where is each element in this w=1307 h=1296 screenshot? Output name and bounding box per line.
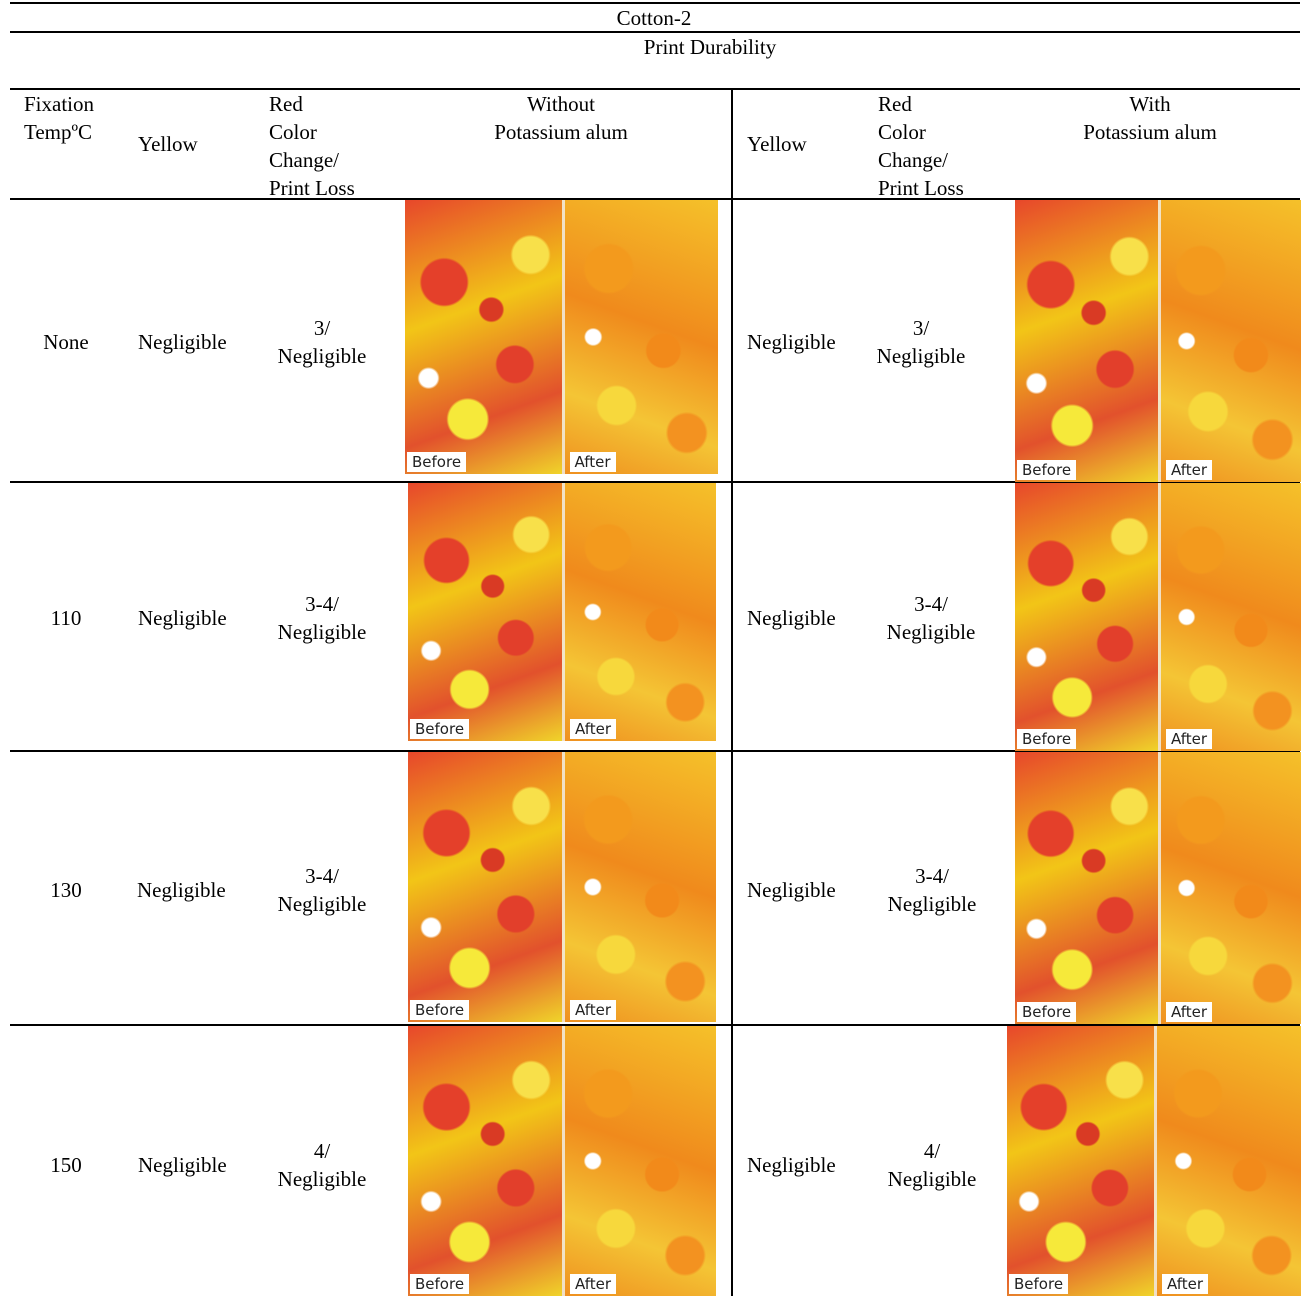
before-label: Before	[410, 719, 470, 739]
after-label: After	[1162, 1274, 1209, 1294]
rule-top	[10, 2, 1300, 4]
header-red-with: Red Color Change/ Print Loss	[878, 92, 964, 200]
photo-with-alum: Before After	[1015, 200, 1301, 482]
rule-row-3	[10, 1024, 1300, 1026]
before-label: Before	[1017, 460, 1077, 480]
before-label: Before	[410, 1000, 470, 1020]
cell-yellow-with: Negligible	[747, 878, 836, 902]
photo-without-alum: Before After	[405, 200, 718, 474]
cell-red-without: 4/ Negligible	[277, 1139, 367, 1191]
rule-row-2	[10, 750, 1300, 752]
cell-yellow-without: Negligible	[138, 606, 227, 630]
photo-with-alum: Before After	[1015, 483, 1301, 751]
header-yellow-without: Yellow	[138, 132, 198, 156]
before-label: Before	[407, 452, 467, 472]
column-divider	[731, 88, 733, 1296]
after-label: After	[570, 719, 617, 739]
after-label: After	[1166, 729, 1213, 749]
after-label: After	[569, 452, 616, 472]
after-label: After	[570, 1274, 617, 1294]
cell-temp: 110	[50, 606, 82, 630]
cell-yellow-without: Negligible	[138, 330, 227, 354]
rule-row-1	[10, 481, 1300, 483]
cell-yellow-with: Negligible	[747, 606, 836, 630]
header-without-alum: Without Potassium alum	[494, 92, 628, 144]
header-with-alum: With Potassium alum	[1083, 92, 1217, 144]
cell-temp: 150	[50, 1153, 82, 1177]
table-subtitle: Print Durability	[643, 35, 777, 59]
rule-header-top	[10, 88, 1300, 90]
cell-red-with: 3-4/ Negligible	[886, 592, 976, 644]
table-title: Cotton-2	[616, 6, 692, 30]
after-label: After	[1166, 1002, 1213, 1022]
cell-red-without: 3-4/ Negligible	[277, 592, 367, 644]
cell-temp: 130	[50, 878, 82, 902]
photo-with-alum: Before After	[1015, 752, 1301, 1024]
photo-with-alum: Before After	[1007, 1026, 1301, 1296]
photo-without-alum: Before After	[408, 1026, 716, 1296]
cell-red-with: 3-4/ Negligible	[887, 864, 977, 916]
rule-header-bottom	[10, 198, 1300, 200]
cell-yellow-with: Negligible	[747, 330, 836, 354]
header-fixation-temp: Fixation TempºC	[24, 92, 95, 144]
before-label: Before	[1009, 1274, 1069, 1294]
cell-red-with: 3/ Negligible	[876, 316, 966, 368]
header-yellow-with: Yellow	[747, 132, 807, 156]
cell-red-without: 3/ Negligible	[277, 316, 367, 368]
cell-yellow-without: Negligible	[137, 878, 226, 902]
photo-without-alum: Before After	[408, 483, 716, 741]
rule-title	[10, 31, 1300, 33]
cell-yellow-with: Negligible	[747, 1153, 836, 1177]
cell-red-with: 4/ Negligible	[887, 1139, 977, 1191]
cell-temp: None	[43, 330, 89, 354]
cell-yellow-without: Negligible	[138, 1153, 227, 1177]
header-red-without: Red Color Change/ Print Loss	[269, 92, 355, 200]
after-label: After	[570, 1000, 617, 1020]
photo-without-alum: Before After	[408, 752, 716, 1022]
after-label: After	[1166, 460, 1213, 480]
before-label: Before	[1017, 1002, 1077, 1022]
cell-red-without: 3-4/ Negligible	[277, 864, 367, 916]
before-label: Before	[1017, 729, 1077, 749]
before-label: Before	[410, 1274, 470, 1294]
